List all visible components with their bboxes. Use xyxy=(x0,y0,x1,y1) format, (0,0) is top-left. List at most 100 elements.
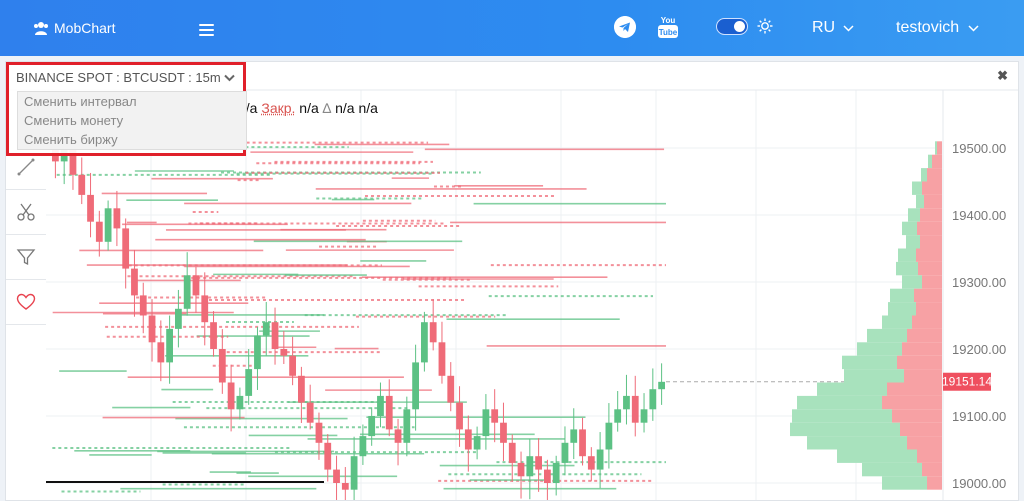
candle-body xyxy=(201,295,209,323)
candle-body xyxy=(298,375,305,403)
language-label: RU xyxy=(812,19,836,36)
candle-body xyxy=(254,335,261,370)
candle-body xyxy=(464,429,472,450)
volume-profile-buy xyxy=(916,194,924,209)
menu-change-interval[interactable]: Сменить интервал xyxy=(24,94,137,109)
volume-profile-sell xyxy=(904,369,942,383)
candle-body xyxy=(210,322,217,349)
candle-body xyxy=(385,395,393,430)
menu-hamburger-icon[interactable] xyxy=(199,24,214,36)
candle-body xyxy=(95,221,103,242)
candle-body xyxy=(157,342,165,363)
volume-profile-sell xyxy=(912,315,942,329)
username: testovich xyxy=(896,19,960,36)
telegram-icon[interactable] xyxy=(614,16,636,38)
candle-body xyxy=(570,429,578,443)
menu-change-exchange[interactable]: Сменить биржу xyxy=(24,132,118,147)
volume-profile-buy xyxy=(928,154,932,169)
candle-body xyxy=(605,422,613,450)
candle-body xyxy=(412,362,419,410)
candle-body xyxy=(333,469,340,483)
volume-profile-sell xyxy=(882,395,942,410)
price-tick-label: 19000.00 xyxy=(952,476,1006,491)
candle-body xyxy=(631,395,639,423)
volume-profile-sell xyxy=(887,382,942,396)
volume-profile-sell xyxy=(922,275,942,289)
market-selector-highlight: BINANCE SPOT : BTCUSDT : 15m Сменить инт… xyxy=(6,62,247,156)
volume-profile-sell xyxy=(917,449,942,463)
candle-body xyxy=(175,308,182,329)
volume-profile-buy xyxy=(888,302,916,316)
ohlc-delta-value: n/a xyxy=(335,100,355,116)
candle-body xyxy=(87,194,94,222)
svg-text:Tube: Tube xyxy=(659,28,678,37)
language-dropdown[interactable]: RU xyxy=(812,19,854,37)
candle-body xyxy=(403,409,411,443)
market-selector[interactable]: BINANCE SPOT : BTCUSDT : 15m xyxy=(16,70,235,85)
top-navbar: MobChart You Tube RU testovich xyxy=(0,0,1024,56)
candle-body xyxy=(183,275,191,309)
candle-body xyxy=(122,228,130,269)
volume-profile-sell xyxy=(920,235,942,249)
volume-profile-sell xyxy=(922,181,942,195)
brand[interactable]: MobChart xyxy=(33,20,115,36)
candle-body xyxy=(131,268,138,296)
tool-favorite[interactable] xyxy=(6,280,46,325)
candle-body xyxy=(236,395,244,410)
volume-profile-sell xyxy=(914,288,942,303)
volume-profile-sell xyxy=(900,422,942,437)
price-tick-label: 19300.00 xyxy=(952,275,1006,290)
candle-body xyxy=(139,295,147,316)
users-icon xyxy=(34,22,48,35)
candle-body xyxy=(623,395,630,410)
candle-body xyxy=(640,409,648,423)
volume-profile-buy xyxy=(844,369,904,383)
candle-body xyxy=(104,208,112,242)
volume-profile-sell xyxy=(937,141,942,155)
candle-body xyxy=(517,462,525,477)
candle-body xyxy=(78,174,86,195)
candle-body xyxy=(614,409,622,423)
candle-body xyxy=(552,462,560,483)
candle-body xyxy=(324,442,332,470)
tool-scissors[interactable] xyxy=(6,190,46,235)
volume-profile-sell xyxy=(932,154,942,169)
candle-body xyxy=(579,429,586,457)
current-price-label: 19151.14 xyxy=(942,375,992,389)
volume-profile-buy xyxy=(817,382,887,396)
candle-body xyxy=(500,422,507,443)
volume-profile-sell xyxy=(917,221,942,236)
candle-body xyxy=(148,315,156,343)
chevron-down-icon xyxy=(223,74,235,81)
candle-body xyxy=(429,322,437,343)
volume-profile-buy xyxy=(921,168,927,182)
chart-panel: 19000.00 19100.00 19200.00 19300.00 19400.00… xyxy=(5,61,1019,501)
tool-filter[interactable] xyxy=(6,235,46,280)
candle-body xyxy=(649,389,657,410)
chevron-down-icon xyxy=(843,24,854,32)
ohlc-close-label: Закр. xyxy=(261,100,296,116)
price-tick-label: 19200.00 xyxy=(952,342,1006,357)
youtube-icon[interactable]: You Tube xyxy=(658,14,678,40)
price-tick-label: 19100.00 xyxy=(952,409,1006,424)
candle-body xyxy=(482,409,490,437)
volume-profile-buy xyxy=(896,261,918,276)
volume-profile-buy xyxy=(807,436,907,450)
candle-body xyxy=(473,436,481,450)
price-tick-label: 19400.00 xyxy=(952,208,1006,223)
candle-body xyxy=(166,328,173,363)
volume-profile-buy xyxy=(908,208,920,222)
tool-line[interactable] xyxy=(6,145,46,190)
volume-profile-sell xyxy=(902,342,942,356)
volume-profile-sell xyxy=(922,462,942,477)
user-dropdown[interactable]: testovich xyxy=(896,19,979,37)
candle-body xyxy=(113,208,121,229)
sun-icon xyxy=(757,18,773,34)
close-icon[interactable]: ✖ xyxy=(997,68,1008,83)
candle-body xyxy=(350,456,358,490)
candle-body xyxy=(587,456,595,470)
volume-profile-buy xyxy=(842,355,897,370)
chart-canvas[interactable]: 19000.00 19100.00 19200.00 19300.00 19400.00… xyxy=(6,62,1018,500)
menu-change-coin[interactable]: Сменить монету xyxy=(24,113,124,128)
theme-toggle[interactable] xyxy=(716,18,748,35)
